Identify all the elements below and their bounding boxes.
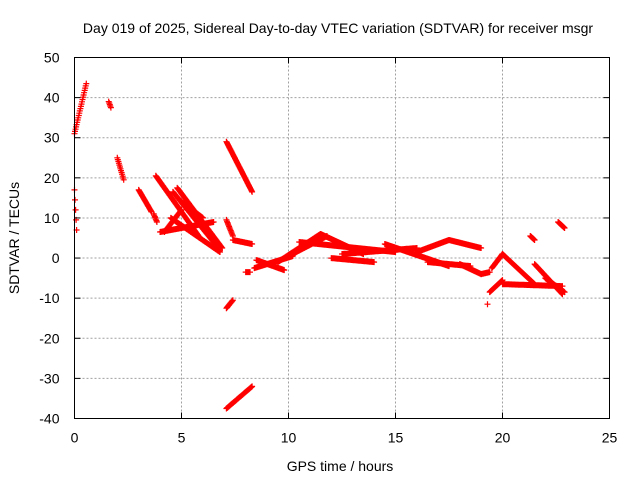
data-series-segment	[499, 251, 538, 288]
data-series-segment	[105, 98, 114, 111]
data-series-segment	[223, 138, 256, 195]
data-series-segment	[555, 219, 568, 231]
data-series-segment	[542, 275, 568, 296]
data-series-segment	[484, 301, 491, 308]
data-series-segment	[527, 233, 538, 243]
x-tick-label: 5	[178, 430, 186, 446]
x-tick-labels: 0 5 10 15 20 25	[71, 430, 618, 446]
x-tick-label: 25	[602, 430, 618, 446]
data-series-segment	[223, 216, 236, 239]
y-tick-label: -20	[39, 330, 59, 346]
y-tick-label: 10	[44, 210, 60, 226]
y-tick-label: 20	[44, 170, 60, 186]
data-series-segment	[178, 198, 206, 221]
data-series-segment	[478, 269, 493, 278]
x-tick-label: 10	[281, 430, 297, 446]
plot-frame	[74, 57, 610, 419]
data-series-segment	[253, 257, 288, 274]
data-series-segment	[114, 154, 127, 183]
data-series-segment	[167, 214, 223, 255]
data-series-segment	[150, 210, 160, 225]
axis-ticks	[74, 57, 610, 419]
y-tick-label: 50	[44, 50, 60, 66]
data-series-segment	[486, 277, 506, 296]
data-points	[71, 80, 568, 412]
data-series-segment	[229, 237, 256, 247]
y-tick-label: 30	[44, 130, 60, 146]
y-tick-label: -10	[39, 290, 59, 306]
data-series-segment	[446, 237, 485, 251]
y-axis-label: SDTVAR / TECUs	[6, 182, 22, 294]
y-tick-label: -30	[39, 370, 59, 386]
y-tick-label: -40	[39, 411, 59, 427]
data-series-segment	[242, 269, 253, 276]
y-tick-labels: -40 -30 -20 -10 0 10 20 30 40 50	[39, 50, 59, 427]
data-series-segment	[223, 383, 256, 412]
y-tick-label: 0	[52, 250, 60, 266]
data-series-segment	[328, 255, 378, 266]
data-series-segment	[223, 297, 236, 312]
data-series-segment	[135, 186, 155, 215]
grid-lines	[74, 57, 610, 419]
x-axis-label: GPS time / hours	[287, 458, 394, 474]
y-tick-label: 40	[44, 90, 60, 106]
data-series-segment	[413, 237, 452, 255]
x-tick-label: 20	[495, 430, 511, 446]
data-series-segment	[456, 261, 485, 278]
x-tick-label: 0	[71, 430, 79, 446]
x-tick-label: 15	[388, 430, 404, 446]
chart-title: Day 019 of 2025, Sidereal Day-to-day VTE…	[83, 20, 593, 36]
data-series-segment	[71, 186, 80, 233]
